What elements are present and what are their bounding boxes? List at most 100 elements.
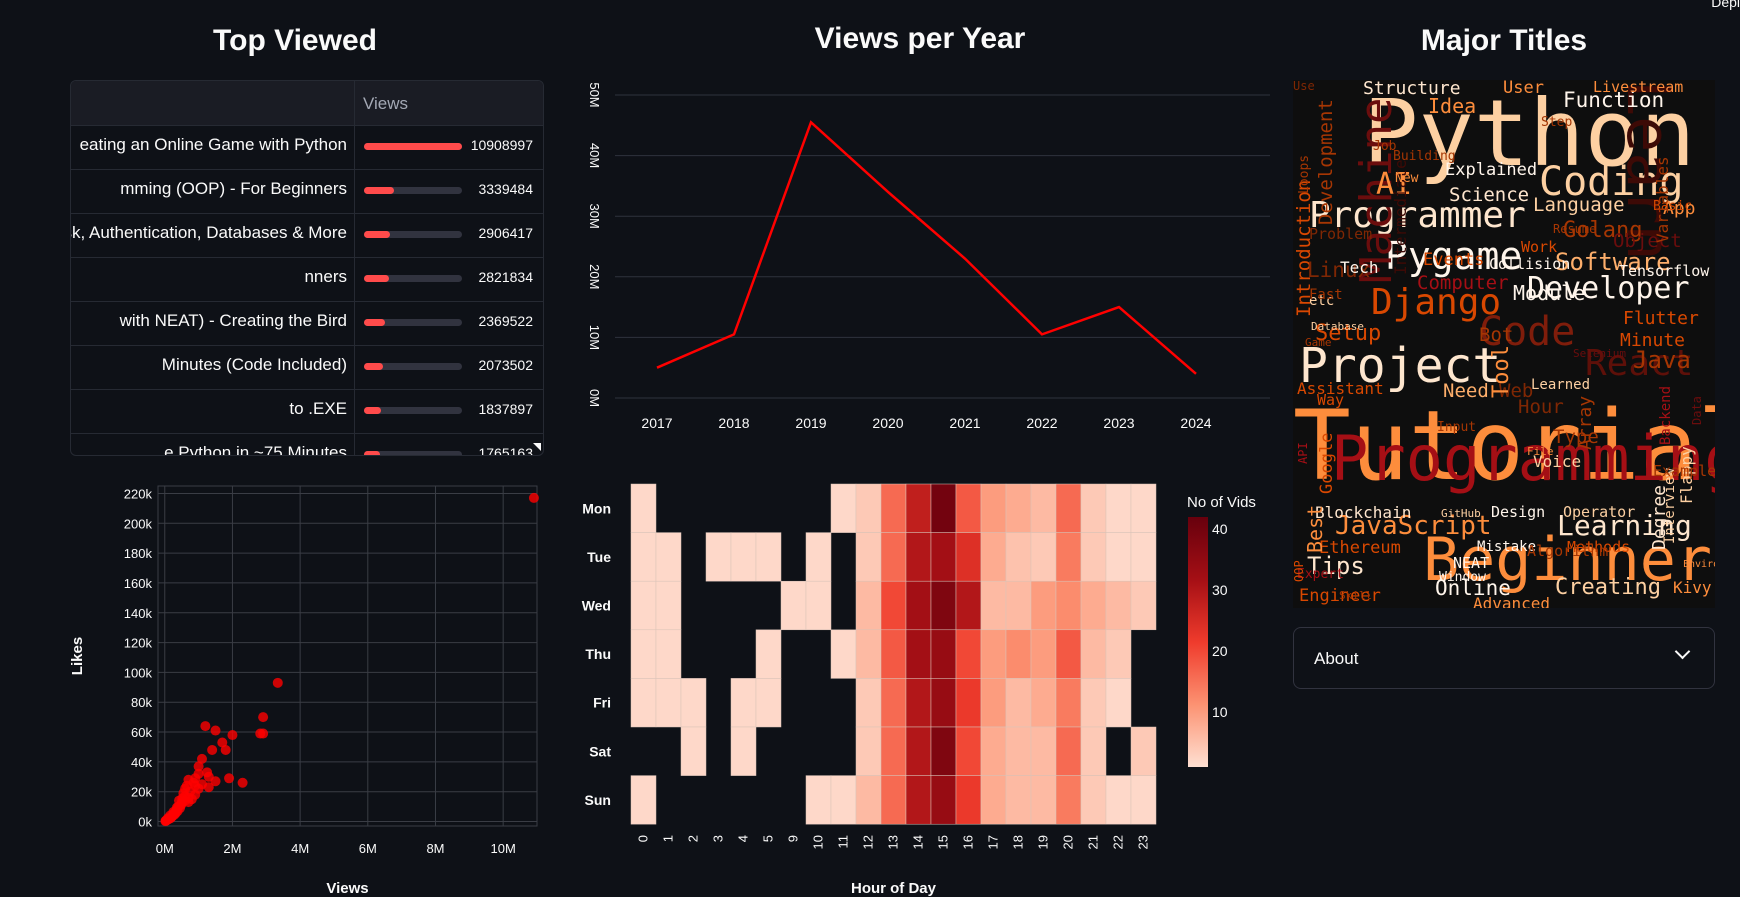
video-title-cell: e Python in ~75 Minutes (164, 443, 347, 456)
word-cloud-word: NEAT (1453, 554, 1490, 572)
table-row[interactable]: eating an Online Game with Python 1090899… (71, 125, 543, 170)
y-tick-label: 120k (124, 636, 153, 651)
x-tick-label: 16 (961, 835, 976, 849)
x-tick-label: 19 (1036, 835, 1051, 849)
word-cloud-word: Engineer (1299, 586, 1381, 606)
word-cloud-word: Resume (1553, 222, 1597, 236)
heatmap-cell (1005, 483, 1032, 533)
chevron-down-icon (1674, 643, 1691, 660)
table-row[interactable]: ask, Authentication, Databases & More 290… (71, 213, 543, 258)
word-cloud-word: Job (1373, 139, 1397, 154)
word-cloud-word: Work (1521, 238, 1558, 256)
x-tick-label: 4M (291, 841, 309, 856)
views-cell: 3339484 (478, 181, 533, 197)
heatmap-cell (630, 775, 657, 825)
word-cloud-word: Array (1575, 395, 1596, 450)
word-cloud-word: Assistant (1297, 379, 1384, 398)
x-tick-label: 5 (761, 835, 776, 842)
about-expander[interactable]: About (1293, 627, 1715, 689)
y-tick-label: Wed (582, 598, 611, 614)
word-cloud-word: Golang (1563, 218, 1643, 243)
heatmap-cell (930, 629, 957, 679)
word-cloud-word: API (1296, 441, 1310, 464)
heatmap-cell (955, 678, 982, 728)
word-cloud-word: Language (1533, 194, 1625, 216)
y-tick-label: Mon (582, 500, 611, 516)
x-tick-label: 8M (426, 841, 444, 856)
word-cloud-word: Need (1443, 380, 1489, 402)
word-cloud-word: Selenium (1573, 347, 1626, 360)
y-tick-label: 20M (587, 264, 602, 289)
heatmap-cell (1055, 483, 1082, 533)
word-cloud-word: Collision (1489, 255, 1571, 273)
scatter-point (227, 730, 238, 741)
views-column-header[interactable]: Views (363, 94, 409, 113)
colorbar-tick-label: 30 (1212, 582, 1228, 598)
heatmap-cell (805, 580, 832, 631)
word-cloud-word: Example (1653, 462, 1715, 480)
word-cloud-word: Best (1303, 504, 1327, 553)
heatmap-cell (730, 726, 757, 776)
word-cloud-word: Software (1555, 248, 1671, 276)
y-tick-label: 140k (124, 606, 153, 621)
heatmap-cell (1005, 726, 1032, 776)
scatter-point (224, 773, 235, 784)
views-progress-fill (364, 231, 391, 238)
table-row[interactable]: e Python in ~75 Minutes 1765163 (71, 433, 543, 456)
x-tick-label: 4 (736, 835, 751, 842)
deploy-button[interactable]: Depl (1711, 0, 1740, 10)
table-row[interactable]: with NEAT) - Creating the Bird 2369522 (71, 301, 543, 346)
x-tick-label: 3 (711, 835, 726, 842)
word-cloud-word: Learning (1557, 509, 1692, 542)
heatmap-cell (1130, 532, 1157, 582)
y-tick-label: 0k (138, 815, 152, 830)
x-tick-label: 10M (491, 841, 516, 856)
heatmap-cell (980, 629, 1007, 679)
heatmap-cell (905, 678, 932, 728)
x-tick-label: 2018 (718, 415, 749, 431)
word-cloud-word: Design (1491, 503, 1546, 521)
table-row[interactable]: mming (OOP) - For Beginners 3339484 (71, 169, 543, 214)
views-per-year-chart: 0M 10M 20M 30M 40M 50M 2017 2018 2019 2020 2021 202… (587, 82, 1270, 431)
heatmap-cell (1080, 678, 1107, 728)
heatmap-cell (1055, 678, 1082, 728)
resize-handle[interactable] (533, 443, 541, 451)
y-tick-label: Sat (589, 743, 611, 759)
word-cloud-word: Coding (1539, 159, 1684, 205)
table-row[interactable]: to .EXE 1837897 (71, 389, 543, 434)
heatmap-cell (855, 678, 882, 728)
word-cloud-word: Environment (1683, 559, 1715, 570)
table-row[interactable]: Minutes (Code Included) 2073502 (71, 345, 543, 390)
heatmap-cell (1080, 726, 1107, 776)
heatmap-cell (905, 532, 932, 582)
views-cell: 1765163 (478, 445, 533, 456)
heatmap-cell (855, 532, 882, 582)
word-cloud-word: File (1527, 445, 1554, 458)
table-row[interactable]: nners 2821834 (71, 257, 543, 302)
word-cloud-word: Google (1317, 432, 1337, 495)
heatmap-cell (1105, 678, 1132, 728)
heatmap-cell (955, 532, 982, 582)
x-tick-label: 10 (811, 835, 826, 849)
views-progress-bar (364, 319, 462, 326)
x-tick-label: 20 (1061, 835, 1076, 849)
heatmap-cell (930, 532, 957, 582)
word-cloud-word: Variables (1653, 156, 1672, 244)
heatmap-cell (1030, 580, 1057, 631)
top-viewed-table[interactable]: Views eating an Online Game with Python 1… (70, 80, 544, 456)
word-cloud-word: Idea (1428, 94, 1477, 118)
views-progress-bar (364, 143, 462, 150)
about-label: About (1314, 649, 1359, 668)
word-cloud-word: Loops (1297, 154, 1312, 194)
x-tick-label: 2023 (1103, 415, 1134, 431)
heatmap-cell (655, 629, 682, 679)
x-tick-label: 2017 (641, 415, 672, 431)
heatmap-cell (630, 580, 657, 631)
heatmap-cell (730, 678, 757, 728)
x-tick-label: 23 (1136, 835, 1151, 849)
word-cloud-word: Database (1311, 320, 1364, 333)
heatmap-cell (780, 580, 807, 631)
heatmap-cell (980, 483, 1007, 533)
heatmap-cell (1080, 629, 1107, 679)
